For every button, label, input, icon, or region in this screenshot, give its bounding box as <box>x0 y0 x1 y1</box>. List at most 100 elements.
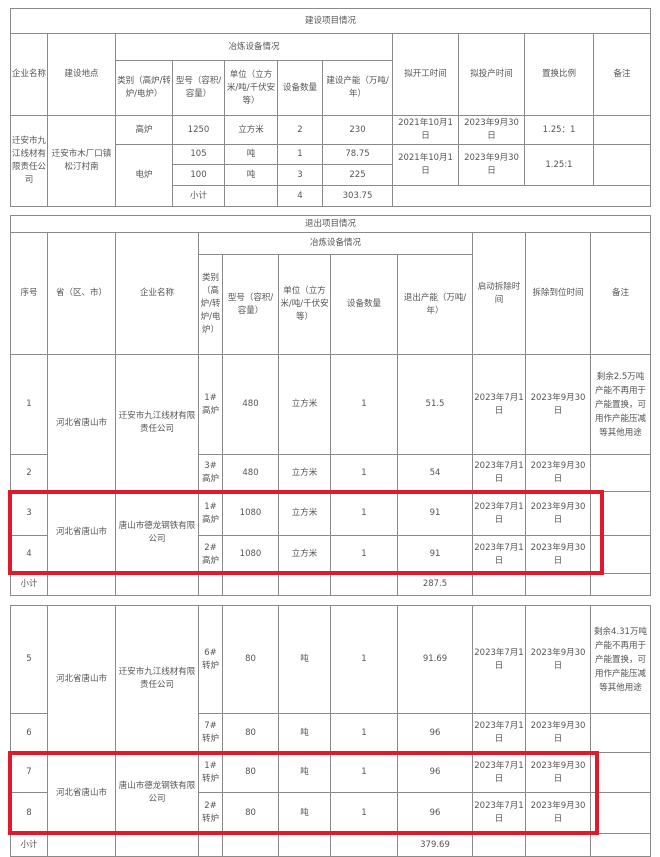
count: 1 <box>330 454 398 492</box>
unit: 吨 <box>224 144 278 165</box>
header-capacity: 建设产能（万吨/年） <box>322 60 393 116</box>
model: 80 <box>222 605 279 714</box>
seq: 6 <box>10 713 48 753</box>
type: 6#转炉 <box>198 605 223 714</box>
table-row: 迁安市九江线材有限责任公司 迁安市木厂口镇松汀村南 高炉 1250 立方米 2 … <box>10 115 652 207</box>
empty-cell <box>589 573 652 596</box>
demolish-start: 2023年7月1日 <box>472 792 526 834</box>
model: 1250 <box>172 115 225 145</box>
unit: 吨 <box>278 752 331 793</box>
model: 480 <box>222 454 279 492</box>
table-row: 电炉 105 吨 1 78.75 2021年10月1日 2023年9月30日 1… <box>11 144 652 207</box>
seq: 4 <box>10 535 48 574</box>
remark: 剩余2.5万吨产能不再用于产能置换，可用作产能压减等其他用途 <box>589 354 652 455</box>
demolish-done: 2023年9月30日 <box>525 491 591 536</box>
table-row: 5 河北省唐山市 迁安市九江线材有限责任公司 6#转炉 80 吨 1 91.69… <box>10 605 651 753</box>
demolish-start: 2023年7月1日 <box>472 605 526 714</box>
empty-cell <box>525 573 591 596</box>
demolish-start: 2023年7月1日 <box>472 713 526 753</box>
capacity: 225 <box>322 164 393 186</box>
subtotal-row: 小计 287.5 <box>10 573 652 596</box>
type: 3#高炉 <box>198 454 223 492</box>
seq: 7 <box>10 752 48 793</box>
capacity: 78.75 <box>322 144 393 165</box>
empty-cell <box>198 833 223 857</box>
header-start: 拟开工时间 <box>392 33 459 116</box>
subtotal-label: 小计 <box>10 833 48 857</box>
type: 2#高炉 <box>198 535 223 574</box>
header-unit: 单位（立方米/吨/千伏安等） <box>278 254 331 355</box>
model: 80 <box>222 792 279 834</box>
exit-project-table-continued: 5 河北省唐山市 迁安市九江线材有限责任公司 6#转炉 80 吨 1 91.69… <box>10 605 651 857</box>
province: 河北省唐山市 <box>47 491 116 574</box>
province: 河北省唐山市 <box>47 605 116 753</box>
subtotal-label: 小计 <box>172 185 225 207</box>
unit: 吨 <box>224 164 278 186</box>
header-type: 类别（高炉/转炉/电炉） <box>115 60 173 116</box>
header-location: 建设地点 <box>47 33 116 116</box>
empty-cell <box>525 833 591 857</box>
count: 1 <box>330 605 398 714</box>
empty-cell <box>590 833 651 857</box>
header-type: 类别（高炉/转炉/电炉） <box>198 254 223 355</box>
company-name: 唐山市德龙钢铁有限公司 <box>115 752 199 834</box>
empty-cell <box>330 573 398 596</box>
demolish-done: 2023年9月30日 <box>525 605 591 714</box>
header-model: 型号（容积/容量） <box>222 254 279 355</box>
count: 1 <box>330 491 398 536</box>
empty-cell <box>391 185 652 207</box>
model: 80 <box>222 752 279 793</box>
empty-cell <box>222 573 279 596</box>
construction-project-table: 建设项目情况 企业名称 建设地点 冶炼设备情况 拟开工时间 拟投产时间 置换比例… <box>9 8 652 207</box>
unit: 吨 <box>278 605 331 714</box>
header-equipment: 冶炼设备情况 <box>115 33 393 61</box>
capacity: 96 <box>397 792 473 834</box>
header-remark: 备注 <box>592 33 652 116</box>
count: 1 <box>330 354 398 455</box>
seq: 2 <box>10 454 48 492</box>
province: 河北省唐山市 <box>47 354 116 492</box>
empty-cell <box>115 573 199 596</box>
demolish-start: 2023年7月1日 <box>472 454 526 492</box>
seq: 5 <box>10 605 48 714</box>
table-row: 1 河北省唐山市 迁安市九江线材有限责任公司 1#高炉 480 立方米 1 51… <box>10 354 652 492</box>
remark <box>592 144 652 186</box>
header-company: 企业名称 <box>10 33 48 116</box>
header-seq: 序号 <box>10 232 48 355</box>
subtotal-capacity: 379.69 <box>397 833 473 857</box>
demolish-done: 2023年9月30日 <box>525 454 591 492</box>
table-row: 2 3#高炉 480 立方米 1 54 2023年7月1日 2023年9月30日 <box>10 454 652 492</box>
remark <box>592 115 652 145</box>
empty-cell <box>472 833 526 857</box>
unit <box>224 185 278 207</box>
header-model: 型号（容积/容量） <box>172 60 225 116</box>
seq: 3 <box>10 491 48 536</box>
header-province: 省（区、市） <box>47 232 116 355</box>
location: 迁安市木厂口镇松汀村南 <box>47 115 116 207</box>
type: 电炉 <box>115 144 173 207</box>
table-row: 3 河北省唐山市 唐山市德龙钢铁有限公司 1#高炉 1080 立方米 1 91 … <box>10 491 652 574</box>
seq: 8 <box>10 792 48 834</box>
count: 1 <box>330 752 398 793</box>
capacity: 91.69 <box>397 605 473 714</box>
header-demolish-start: 启动拆除时间 <box>472 232 526 355</box>
header-count: 设备数量 <box>277 60 323 116</box>
demolish-done: 2023年9月30日 <box>525 752 591 793</box>
unit: 立方米 <box>278 535 331 574</box>
ratio: 1.25:1 <box>524 144 594 186</box>
count: 1 <box>330 535 398 574</box>
unit: 立方米 <box>224 115 278 145</box>
remark: 剩余4.31万吨产能不再用于产能置换，可用作产能压减等其他用途 <box>590 605 651 714</box>
empty-cell <box>115 833 199 857</box>
model: 1080 <box>222 535 279 574</box>
province: 河北省唐山市 <box>47 752 116 834</box>
table-row: 8 2#转炉 80 吨 1 96 2023年7月1日 2023年9月30日 <box>10 792 651 834</box>
remark <box>589 535 652 574</box>
type: 高炉 <box>115 115 173 145</box>
empty-cell <box>278 573 331 596</box>
demolish-start: 2023年7月1日 <box>472 752 526 793</box>
model: 105 <box>172 144 225 165</box>
unit: 立方米 <box>278 491 331 536</box>
table-title: 退出项目情况 <box>9 215 652 233</box>
